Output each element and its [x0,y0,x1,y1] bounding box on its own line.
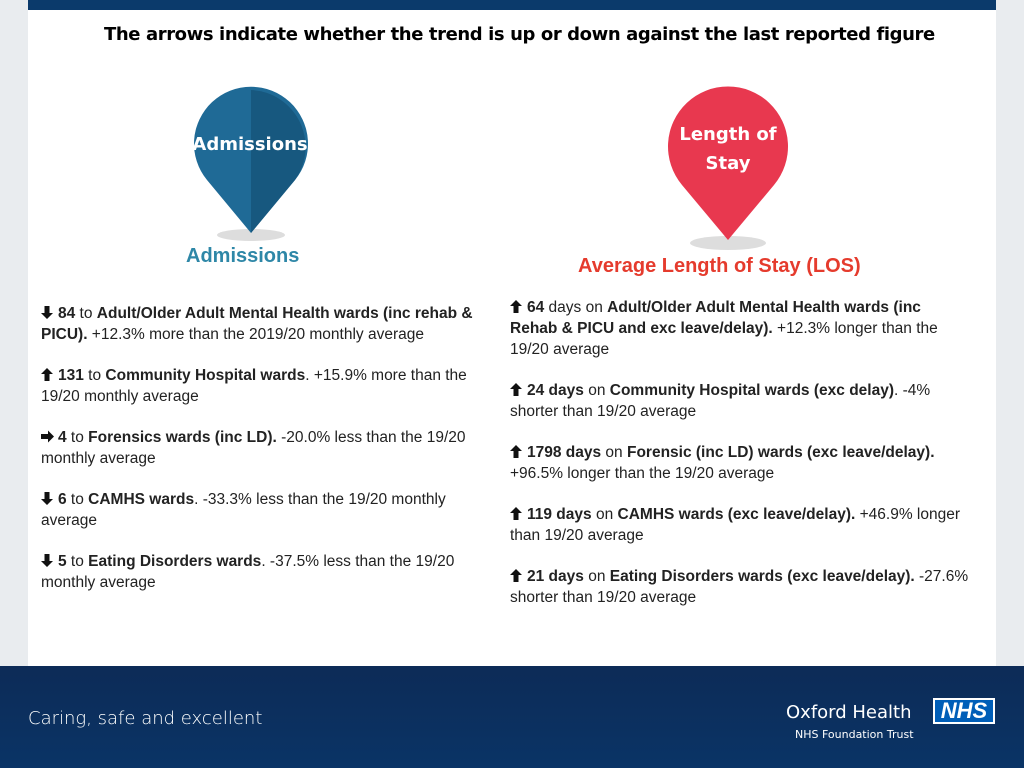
bold-text: Community Hospital wards [105,367,306,384]
trend-arrow [510,383,522,396]
top-bar [28,0,996,10]
bold-text: Adult/Older Adult Mental Health wards (i… [510,299,921,337]
section-heading: Admissions [186,245,300,267]
trend-arrow [510,445,522,458]
admissions-pin: Admissions [193,86,308,241]
bold-text: CAMHS wards (exc leave/delay). [617,506,856,523]
bold-text: 1798 days [527,444,602,461]
org-name: Oxford Health [786,702,912,723]
text: on [583,568,610,585]
admissions-list: 84 to Adult/Older Adult Mental Health wa… [41,303,481,613]
trend-arrow [41,492,53,505]
list-item: 4 to Forensics wards (inc LD). -20.0% le… [41,427,481,469]
title: The arrows indicate whether the trend is… [104,24,935,45]
text: to [66,491,89,508]
content: The arrows indicate whether the trend is… [28,10,996,666]
bold-text: 131 [58,367,84,384]
bold-text: 21 days [527,568,584,585]
text: to [83,367,106,384]
trend-arrow [41,306,53,319]
list-item: 1798 days on Forensic (inc LD) wards (ex… [510,442,970,484]
trend-arrow [41,368,53,381]
bold-text: 5 [58,553,67,570]
text: . -37.5% less than the 19/20 monthly ave… [41,553,455,591]
bold-text: 6 [58,491,67,508]
trend-arrow [510,300,522,313]
nhs-logo: NHS [933,698,995,724]
section-heading: Average Length of Stay (LOS) [578,255,861,277]
bold-text: 4 [58,429,67,446]
list-item: 131 to Community Hospital wards. +15.9% … [41,365,481,407]
list-item: 64 days on Adult/Older Adult Mental Heal… [510,297,970,360]
bold-text: 119 days [527,506,592,523]
trend-arrow [41,554,53,567]
text: . +15.9% more than the 19/20 monthly ave… [41,367,467,405]
tagline: Caring, safe and excellent [28,708,263,729]
pin-label: Stay [706,153,751,174]
list-item: 6 to CAMHS wards. -33.3% less than the 1… [41,489,481,531]
text: +12.3% more than the 2019/20 monthly ave… [87,326,424,343]
bold-text: Forensics wards (inc LD). [88,429,277,446]
text: +46.9% longer than 19/20 average [510,506,960,544]
list-item: 5 to Eating Disorders wards. -37.5% less… [41,551,481,593]
text: . -33.3% less than the 19/20 monthly ave… [41,491,446,529]
list-item: 24 days on Community Hospital wards (exc… [510,380,970,422]
text: to [75,305,97,322]
text: on [583,382,610,399]
bold-text: Eating Disorders wards (exc leave/delay)… [609,568,915,585]
list-item: 119 days on CAMHS wards (exc leave/delay… [510,504,970,546]
text: +96.5% longer than the 19/20 average [510,465,775,482]
logo-text: NHS [935,700,993,722]
text: . -4% shorter than 19/20 average [510,382,931,420]
list-item: 84 to Adult/Older Adult Mental Health wa… [41,303,481,345]
text: days on [544,299,608,316]
bold-text: 64 [527,299,545,316]
org-sub: NHS Foundation Trust [795,728,914,741]
bold-text: 24 days [527,382,584,399]
text: -20.0% less than the 19/20 monthly avera… [41,429,466,467]
footer: Caring, safe and excellent Oxford Health… [0,666,1024,768]
list-item: 21 days on Eating Disorders wards (exc l… [510,566,970,608]
bold-text: Eating Disorders wards [88,553,262,570]
bold-text: Community Hospital wards (exc delay) [609,382,894,399]
trend-arrow [41,430,54,443]
los-pin: Length of Stay [668,86,788,250]
trend-arrow [510,507,522,520]
trend-arrow [510,569,522,582]
text: to [66,429,89,446]
bold-text: Forensic (inc LD) wards (exc leave/delay… [626,444,935,461]
pin-label: Length of [679,124,776,145]
pin-label: Admissions [193,134,308,155]
los-list: 64 days on Adult/Older Adult Mental Heal… [510,297,970,628]
bold-text: Adult/Older Adult Mental Health wards (i… [41,305,473,343]
text: +12.3% longer than the 19/20 average [510,320,938,358]
text: on [601,444,627,461]
bold-text: 84 [58,305,76,322]
bold-text: CAMHS wards [88,491,195,508]
text: -27.6% shorter than 19/20 average [510,568,969,606]
text: on [591,506,618,523]
text: to [66,553,89,570]
